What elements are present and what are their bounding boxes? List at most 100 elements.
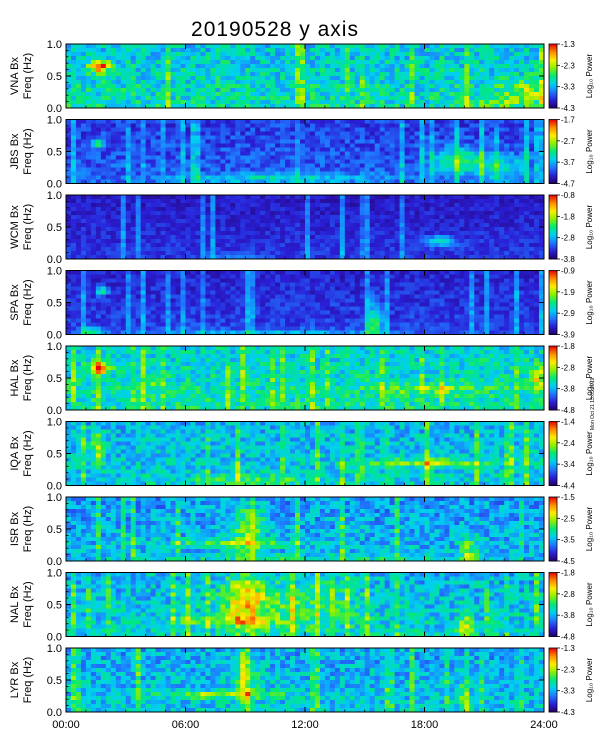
heatmap-cell [424, 255, 430, 260]
heatmap-cell [75, 163, 82, 168]
heatmap-cell [305, 243, 311, 248]
heatmap-cell [170, 147, 176, 152]
heatmap-cell [359, 84, 366, 89]
heatmap-cell [314, 231, 321, 236]
heatmap-cell [110, 171, 117, 176]
heatmap-cell [265, 68, 271, 73]
heatmap-cell [220, 175, 226, 180]
heatmap-cell [190, 231, 196, 236]
heatmap-cell [115, 123, 122, 128]
heatmap-cell [419, 52, 425, 57]
heatmap-cell [265, 215, 271, 220]
heatmap-cell [135, 231, 142, 236]
heatmap-cell [95, 231, 102, 236]
heatmap-cell [235, 239, 241, 244]
heatmap-cell [135, 131, 142, 136]
heatmap-cell [534, 60, 540, 65]
heatmap-cell [185, 227, 191, 232]
heatmap-cell [439, 56, 445, 61]
heatmap-cell [230, 139, 236, 144]
heatmap-cell [220, 56, 226, 61]
heatmap-cell [240, 247, 246, 252]
heatmap-cell [265, 195, 271, 200]
heatmap-cell [454, 219, 460, 224]
heatmap-cell [70, 239, 77, 244]
heatmap-cell [110, 123, 117, 128]
heatmap-cell [434, 76, 440, 81]
heatmap-cell [429, 139, 435, 144]
heatmap-cell [394, 227, 401, 232]
heatmap-cell [489, 167, 495, 172]
heatmap-cell [275, 239, 281, 244]
heatmap-cell [534, 239, 540, 244]
heatmap-cell [285, 143, 291, 148]
heatmap-cell [329, 215, 336, 220]
heatmap-cell [110, 100, 117, 105]
heatmap-cell [309, 239, 316, 244]
heatmap-cell [250, 175, 256, 180]
heatmap-cell [305, 219, 311, 224]
heatmap-cell [145, 247, 152, 252]
heatmap-cell [459, 175, 465, 180]
heatmap-cell [175, 195, 181, 200]
heatmap-cell [130, 119, 137, 124]
heatmap-cell [394, 251, 401, 256]
heatmap-cell [449, 251, 455, 256]
heatmap-cell [389, 72, 396, 77]
heatmap-cell [250, 131, 256, 136]
heatmap-cell [255, 48, 261, 53]
heatmap-cell [379, 235, 386, 240]
heatmap-cell [449, 151, 455, 156]
heatmap-cell [509, 207, 515, 212]
heatmap-cell [205, 147, 211, 152]
heatmap-cell [255, 179, 261, 184]
heatmap-cell [90, 255, 97, 260]
colorbar-segment [549, 169, 557, 172]
heatmap-cell [374, 155, 381, 160]
colorbar-segment [549, 148, 557, 151]
heatmap-cell [175, 151, 181, 156]
heatmap-cell [220, 80, 226, 85]
heatmap-cell [474, 219, 480, 224]
heatmap-cell [404, 219, 410, 224]
heatmap-cell [494, 171, 500, 176]
heatmap-cell [354, 123, 361, 128]
heatmap-cell [514, 68, 520, 73]
heatmap-cell [285, 195, 291, 200]
heatmap-cell [195, 223, 201, 228]
heatmap-cell [369, 239, 376, 244]
heatmap-cell [125, 171, 132, 176]
heatmap-cell [454, 56, 460, 61]
heatmap-cell [389, 243, 396, 248]
heatmap-cell [354, 171, 361, 176]
heatmap-cell [190, 84, 196, 89]
heatmap-cell [344, 211, 351, 216]
heatmap-cell [70, 290, 77, 295]
heatmap-cell [235, 56, 241, 61]
heatmap-cell [85, 203, 92, 208]
heatmap-cell [255, 235, 261, 240]
heatmap-cell [494, 123, 500, 128]
heatmap-cell [195, 52, 201, 57]
heatmap-cell [344, 231, 351, 236]
heatmap-cell [414, 147, 420, 152]
heatmap-cell [519, 159, 525, 164]
heatmap-cell [230, 147, 236, 152]
heatmap-cell [300, 143, 306, 148]
heatmap-cell [344, 151, 351, 156]
heatmap-cell [295, 251, 301, 256]
heatmap-cell [85, 167, 92, 172]
heatmap-cell [399, 207, 405, 212]
heatmap-cell [135, 163, 142, 168]
heatmap-cell [235, 243, 241, 248]
heatmap-cell [319, 219, 326, 224]
heatmap-cell [255, 243, 261, 248]
heatmap-cell [479, 175, 485, 180]
heatmap-cell [409, 139, 415, 144]
heatmap-cell [329, 48, 336, 53]
heatmap-cell [300, 123, 306, 128]
heatmap-cell [150, 60, 157, 65]
heatmap-cell [200, 251, 206, 256]
heatmap-cell [389, 68, 396, 73]
